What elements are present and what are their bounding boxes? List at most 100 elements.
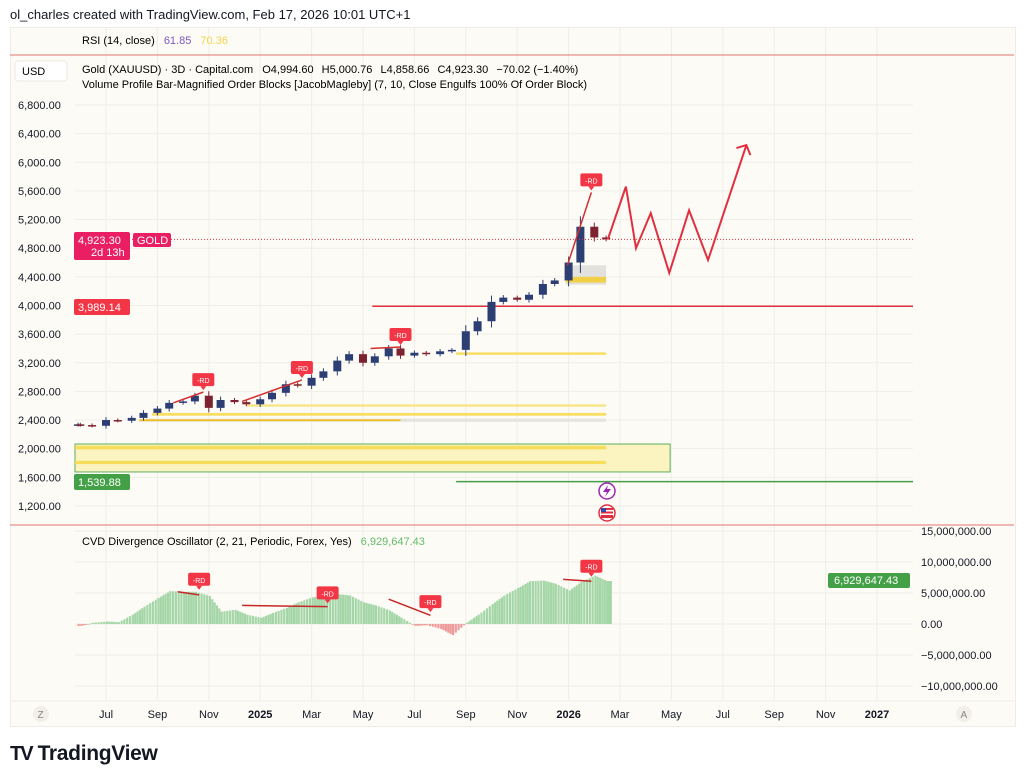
cvd-bar [267, 614, 270, 624]
cvd-bar [414, 624, 417, 626]
last-price-label: 4,923.30 2d 13h [74, 232, 130, 260]
cvd-bar [442, 624, 445, 631]
cvd-rd-label-text: -RD [424, 600, 436, 607]
bearish-divergence-line [370, 346, 401, 350]
cvd-bar [416, 624, 419, 626]
cvd-bar [583, 580, 586, 624]
cvd-bar [234, 609, 237, 624]
currency-box[interactable] [14, 60, 68, 82]
cvd-axis[interactable]: 15,000,000.00 10,000,000.00 5,000,000.00 0.… [921, 526, 998, 693]
left-axis-button-label[interactable]: Z [38, 710, 44, 721]
candle-body [281, 384, 290, 393]
cvd-bar [277, 610, 280, 624]
symbol-tag-bg [133, 233, 171, 247]
time-tick-label: Jul [716, 709, 730, 721]
price-axis[interactable]: 1,200.00 1,600.00 2,000.00 2,400.00 2,800.00… [18, 100, 61, 513]
cvd-bar [606, 581, 609, 624]
cvd-bar [434, 624, 437, 628]
candle-body [538, 284, 547, 295]
time-tick-label: Mar [611, 709, 630, 721]
cvd-bar [213, 602, 216, 624]
candle-body [524, 294, 533, 300]
symbol-legend[interactable]: Gold (XAUUSD) · 3D · Capital.com O4,994.… [82, 64, 578, 76]
cvd-bar [313, 597, 317, 624]
cvd-bar [511, 591, 514, 624]
cvd-bar [143, 606, 146, 624]
cvd-bar [503, 595, 506, 624]
cvd-bar [549, 582, 553, 624]
cvd-bar [271, 612, 275, 624]
candle-body [165, 402, 174, 409]
cvd-bar [180, 591, 183, 624]
rd-label-text: -RD [296, 366, 308, 373]
cvd-legend[interactable]: CVD Divergence Oscillator (2, 21, Period… [82, 536, 425, 548]
cvd-divergence-line [563, 578, 592, 582]
cvd-bar [554, 583, 557, 624]
candle-body [499, 297, 508, 302]
cvd-bar [126, 617, 129, 624]
cvd-bar [171, 591, 175, 624]
cvd-bar [113, 621, 116, 624]
cvd-bar [300, 601, 303, 624]
time-tick-label: Jul [99, 709, 113, 721]
time-axis[interactable]: Jul Sep Nov 2025 Mar May Jul Sep Nov 2026 Mar May Ju… [99, 709, 889, 721]
order-block-band [565, 276, 607, 283]
price-tick-label: 5,200.00 [18, 215, 61, 227]
projection-zigzag[interactable] [606, 144, 748, 277]
cvd-bar [251, 615, 255, 624]
indicator-legend[interactable]: Volume Profile Bar-Magnified Order Block… [82, 79, 587, 91]
cvd-bar [288, 606, 291, 624]
cvd-bar [514, 589, 517, 624]
cvd-bar [431, 624, 434, 627]
red-level-label: 3,989.14 [78, 302, 121, 314]
candle-body [319, 371, 328, 378]
cvd-bar [241, 612, 244, 624]
cvd-divergence-line [388, 598, 431, 617]
rsi-legend[interactable]: RSI (14, close) 61.85 70.36 [82, 35, 228, 47]
cvd-bar [321, 596, 324, 624]
candle-body [473, 321, 482, 332]
cvd-bar [192, 591, 195, 624]
auto-scale-button[interactable] [956, 706, 972, 722]
time-tick-label: May [661, 709, 682, 721]
lightning-icon[interactable] [598, 482, 616, 500]
candles [74, 216, 611, 429]
time-tick-label: Sep [456, 709, 476, 721]
arrowhead-icon[interactable] [736, 143, 752, 156]
auto-scale-label[interactable]: A [961, 710, 968, 721]
cvd-bar [97, 622, 100, 624]
cvd-bar [428, 624, 432, 626]
cvd-bar [226, 610, 229, 624]
cvd-bar [149, 603, 152, 624]
candle-body [204, 395, 213, 408]
cvd-bar [290, 605, 293, 624]
cvd-bar [249, 615, 252, 624]
projection-path[interactable] [606, 143, 752, 277]
horizontal-levels[interactable] [372, 305, 913, 483]
cvd-bar [262, 616, 265, 624]
bearish-divergence-line [241, 379, 303, 403]
cvd-bar [565, 589, 569, 624]
cvd-label[interactable]: CVD Divergence Oscillator (2, 21, Period… [82, 536, 352, 548]
order-block-band [139, 419, 401, 422]
cvd-bar [477, 614, 480, 624]
us-flag-icon[interactable] [598, 504, 616, 522]
cvd-bar [123, 619, 126, 624]
cvd-bar [370, 604, 373, 624]
zoom-reset-button[interactable] [33, 706, 49, 722]
price-tick-label: 6,400.00 [18, 129, 61, 141]
rsi-signal: 70.36 [200, 35, 228, 47]
cvd-bar [447, 624, 450, 633]
cvd-bar [228, 610, 232, 624]
currency-label[interactable]: USD [22, 66, 45, 78]
cvd-bar [601, 578, 604, 624]
cvd-bar [94, 622, 98, 624]
cvd-divergence-line [177, 591, 200, 596]
tradingview-logo[interactable]: TV TradingView [10, 742, 158, 766]
cvd-bar [524, 583, 527, 624]
candle-body [384, 348, 393, 357]
time-tick-label: Jul [407, 709, 421, 721]
cvd-bar [408, 622, 412, 624]
cvd-bar [470, 619, 473, 624]
